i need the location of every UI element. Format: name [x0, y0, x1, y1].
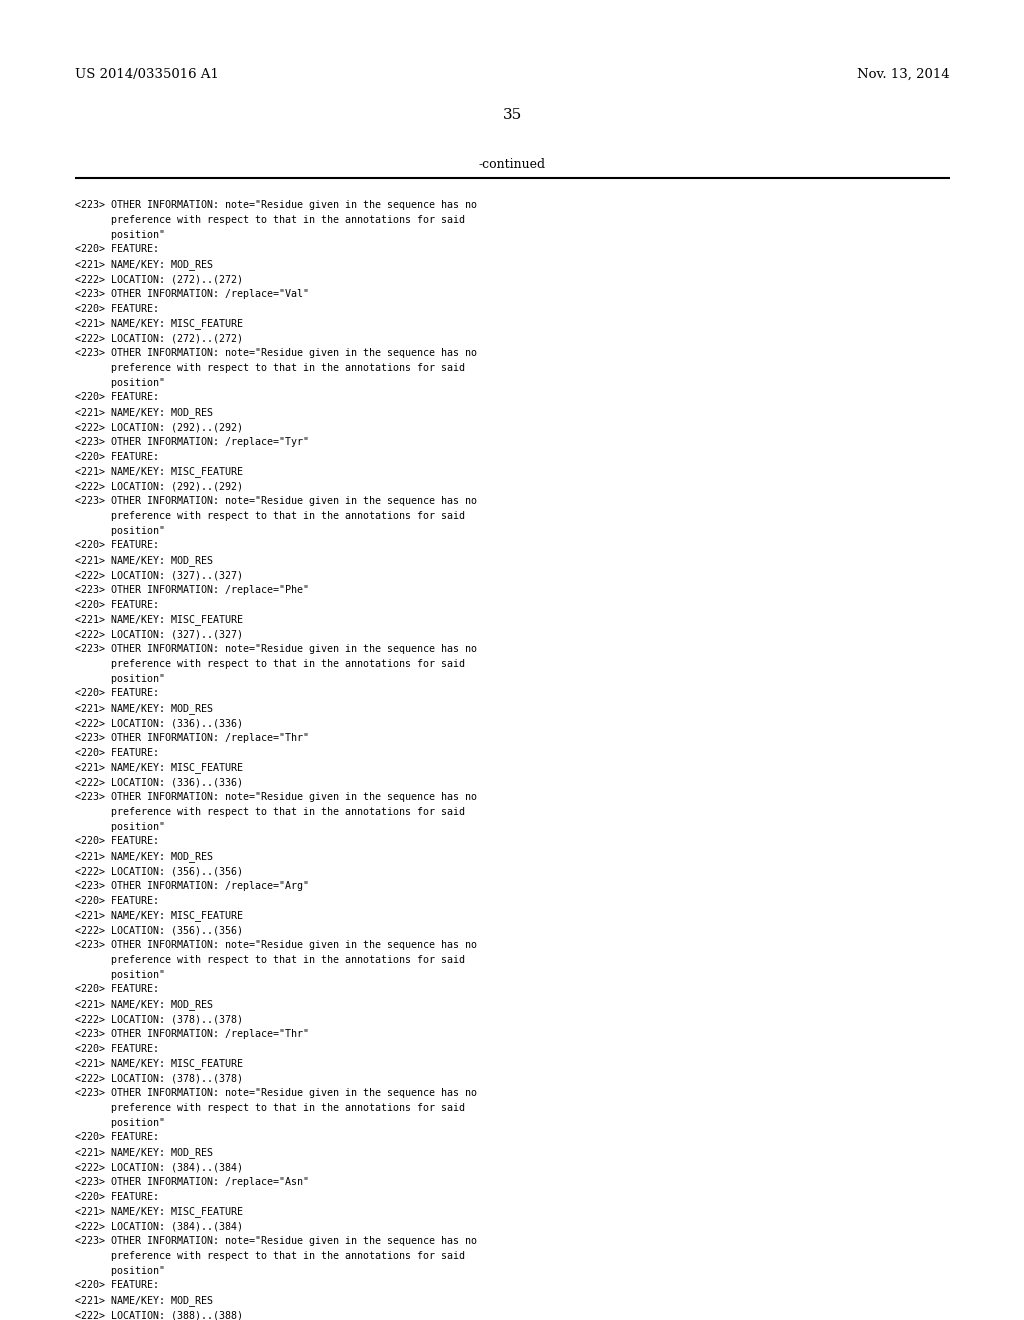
Text: <220> FEATURE:: <220> FEATURE: [75, 895, 159, 906]
Text: <223> OTHER INFORMATION: note="Residue given in the sequence has no: <223> OTHER INFORMATION: note="Residue g… [75, 201, 477, 210]
Text: <221> NAME/KEY: MOD_RES: <221> NAME/KEY: MOD_RES [75, 851, 213, 862]
Text: position": position" [75, 525, 165, 536]
Text: position": position" [75, 378, 165, 388]
Text: <221> NAME/KEY: MISC_FEATURE: <221> NAME/KEY: MISC_FEATURE [75, 1059, 243, 1069]
Text: <222> LOCATION: (384)..(384): <222> LOCATION: (384)..(384) [75, 1162, 243, 1172]
Text: <220> FEATURE:: <220> FEATURE: [75, 304, 159, 314]
Text: <220> FEATURE:: <220> FEATURE: [75, 1044, 159, 1053]
Text: <223> OTHER INFORMATION: /replace="Arg": <223> OTHER INFORMATION: /replace="Arg" [75, 880, 309, 891]
Text: <223> OTHER INFORMATION: note="Residue given in the sequence has no: <223> OTHER INFORMATION: note="Residue g… [75, 496, 477, 506]
Text: <221> NAME/KEY: MOD_RES: <221> NAME/KEY: MOD_RES [75, 1147, 213, 1158]
Text: <220> FEATURE:: <220> FEATURE: [75, 599, 159, 610]
Text: Nov. 13, 2014: Nov. 13, 2014 [857, 69, 950, 81]
Text: 35: 35 [503, 108, 521, 121]
Text: <223> OTHER INFORMATION: /replace="Tyr": <223> OTHER INFORMATION: /replace="Tyr" [75, 437, 309, 446]
Text: <222> LOCATION: (378)..(378): <222> LOCATION: (378)..(378) [75, 1073, 243, 1084]
Text: <220> FEATURE:: <220> FEATURE: [75, 1280, 159, 1291]
Text: preference with respect to that in the annotations for said: preference with respect to that in the a… [75, 807, 465, 817]
Text: position": position" [75, 230, 165, 240]
Text: position": position" [75, 1118, 165, 1127]
Text: <222> LOCATION: (336)..(336): <222> LOCATION: (336)..(336) [75, 718, 243, 729]
Text: <221> NAME/KEY: MOD_RES: <221> NAME/KEY: MOD_RES [75, 999, 213, 1010]
Text: <221> NAME/KEY: MISC_FEATURE: <221> NAME/KEY: MISC_FEATURE [75, 614, 243, 626]
Text: <222> LOCATION: (272)..(272): <222> LOCATION: (272)..(272) [75, 333, 243, 343]
Text: <221> NAME/KEY: MISC_FEATURE: <221> NAME/KEY: MISC_FEATURE [75, 466, 243, 478]
Text: <223> OTHER INFORMATION: note="Residue given in the sequence has no: <223> OTHER INFORMATION: note="Residue g… [75, 940, 477, 950]
Text: -continued: -continued [478, 158, 546, 172]
Text: position": position" [75, 821, 165, 832]
Text: <220> FEATURE:: <220> FEATURE: [75, 451, 159, 462]
Text: preference with respect to that in the annotations for said: preference with respect to that in the a… [75, 363, 465, 372]
Text: <223> OTHER INFORMATION: note="Residue given in the sequence has no: <223> OTHER INFORMATION: note="Residue g… [75, 1236, 477, 1246]
Text: <221> NAME/KEY: MOD_RES: <221> NAME/KEY: MOD_RES [75, 1295, 213, 1305]
Text: <220> FEATURE:: <220> FEATURE: [75, 837, 159, 846]
Text: <220> FEATURE:: <220> FEATURE: [75, 392, 159, 403]
Text: preference with respect to that in the annotations for said: preference with respect to that in the a… [75, 215, 465, 224]
Text: <220> FEATURE:: <220> FEATURE: [75, 985, 159, 994]
Text: <223> OTHER INFORMATION: note="Residue given in the sequence has no: <223> OTHER INFORMATION: note="Residue g… [75, 792, 477, 803]
Text: <220> FEATURE:: <220> FEATURE: [75, 689, 159, 698]
Text: preference with respect to that in the annotations for said: preference with respect to that in the a… [75, 1251, 465, 1261]
Text: <223> OTHER INFORMATION: /replace="Phe": <223> OTHER INFORMATION: /replace="Phe" [75, 585, 309, 595]
Text: <222> LOCATION: (327)..(327): <222> LOCATION: (327)..(327) [75, 630, 243, 639]
Text: <222> LOCATION: (388)..(388): <222> LOCATION: (388)..(388) [75, 1309, 243, 1320]
Text: preference with respect to that in the annotations for said: preference with respect to that in the a… [75, 1102, 465, 1113]
Text: <222> LOCATION: (272)..(272): <222> LOCATION: (272)..(272) [75, 275, 243, 284]
Text: <220> FEATURE:: <220> FEATURE: [75, 747, 159, 758]
Text: preference with respect to that in the annotations for said: preference with respect to that in the a… [75, 511, 465, 521]
Text: <221> NAME/KEY: MISC_FEATURE: <221> NAME/KEY: MISC_FEATURE [75, 318, 243, 329]
Text: position": position" [75, 673, 165, 684]
Text: <220> FEATURE:: <220> FEATURE: [75, 1192, 159, 1201]
Text: <222> LOCATION: (378)..(378): <222> LOCATION: (378)..(378) [75, 1014, 243, 1024]
Text: <223> OTHER INFORMATION: /replace="Thr": <223> OTHER INFORMATION: /replace="Thr" [75, 733, 309, 743]
Text: <222> LOCATION: (384)..(384): <222> LOCATION: (384)..(384) [75, 1221, 243, 1232]
Text: <223> OTHER INFORMATION: note="Residue given in the sequence has no: <223> OTHER INFORMATION: note="Residue g… [75, 644, 477, 653]
Text: <221> NAME/KEY: MOD_RES: <221> NAME/KEY: MOD_RES [75, 407, 213, 418]
Text: <223> OTHER INFORMATION: /replace="Thr": <223> OTHER INFORMATION: /replace="Thr" [75, 1028, 309, 1039]
Text: <220> FEATURE:: <220> FEATURE: [75, 540, 159, 550]
Text: <223> OTHER INFORMATION: note="Residue given in the sequence has no: <223> OTHER INFORMATION: note="Residue g… [75, 1088, 477, 1098]
Text: <222> LOCATION: (327)..(327): <222> LOCATION: (327)..(327) [75, 570, 243, 579]
Text: US 2014/0335016 A1: US 2014/0335016 A1 [75, 69, 219, 81]
Text: <221> NAME/KEY: MISC_FEATURE: <221> NAME/KEY: MISC_FEATURE [75, 911, 243, 921]
Text: <222> LOCATION: (292)..(292): <222> LOCATION: (292)..(292) [75, 422, 243, 432]
Text: <221> NAME/KEY: MOD_RES: <221> NAME/KEY: MOD_RES [75, 704, 213, 714]
Text: preference with respect to that in the annotations for said: preference with respect to that in the a… [75, 659, 465, 669]
Text: <220> FEATURE:: <220> FEATURE: [75, 1133, 159, 1142]
Text: <223> OTHER INFORMATION: note="Residue given in the sequence has no: <223> OTHER INFORMATION: note="Residue g… [75, 348, 477, 358]
Text: <221> NAME/KEY: MISC_FEATURE: <221> NAME/KEY: MISC_FEATURE [75, 763, 243, 774]
Text: <222> LOCATION: (336)..(336): <222> LOCATION: (336)..(336) [75, 777, 243, 787]
Text: <221> NAME/KEY: MOD_RES: <221> NAME/KEY: MOD_RES [75, 556, 213, 566]
Text: <223> OTHER INFORMATION: /replace="Asn": <223> OTHER INFORMATION: /replace="Asn" [75, 1177, 309, 1187]
Text: <221> NAME/KEY: MOD_RES: <221> NAME/KEY: MOD_RES [75, 259, 213, 271]
Text: <222> LOCATION: (356)..(356): <222> LOCATION: (356)..(356) [75, 866, 243, 876]
Text: <221> NAME/KEY: MISC_FEATURE: <221> NAME/KEY: MISC_FEATURE [75, 1206, 243, 1217]
Text: position": position" [75, 970, 165, 979]
Text: <222> LOCATION: (292)..(292): <222> LOCATION: (292)..(292) [75, 482, 243, 491]
Text: <223> OTHER INFORMATION: /replace="Val": <223> OTHER INFORMATION: /replace="Val" [75, 289, 309, 298]
Text: <222> LOCATION: (356)..(356): <222> LOCATION: (356)..(356) [75, 925, 243, 935]
Text: position": position" [75, 1266, 165, 1275]
Text: preference with respect to that in the annotations for said: preference with respect to that in the a… [75, 954, 465, 965]
Text: <220> FEATURE:: <220> FEATURE: [75, 244, 159, 255]
